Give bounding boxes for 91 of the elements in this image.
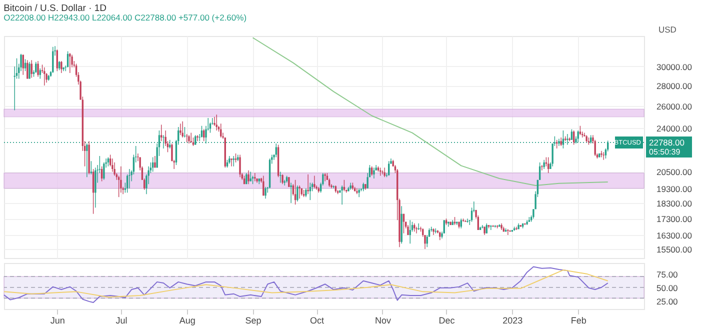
candlestick <box>86 143 88 178</box>
candlestick <box>486 223 488 234</box>
candlestick <box>382 170 384 175</box>
candlestick <box>482 224 484 229</box>
y-tick-label: 19300.00 <box>656 184 692 194</box>
y-tick-label: 26000.00 <box>656 102 692 112</box>
candlestick <box>128 168 130 189</box>
candlestick <box>112 158 114 172</box>
candlestick <box>248 170 250 184</box>
candlestick <box>507 228 509 236</box>
candlestick <box>103 162 105 180</box>
candlestick <box>358 188 360 198</box>
candlestick <box>532 208 534 219</box>
y-tick-label: 30000.00 <box>656 62 692 72</box>
y-tick-label: 50.00 <box>656 282 678 293</box>
candlestick <box>572 130 575 146</box>
candlestick <box>90 160 92 175</box>
candlestick <box>343 180 346 192</box>
candlestick <box>543 159 545 170</box>
candlestick <box>44 67 46 86</box>
candlestick <box>180 123 182 136</box>
candlestick <box>264 186 266 199</box>
x-tick-label: Oct <box>310 316 325 326</box>
candlestick <box>232 156 234 167</box>
candlestick <box>114 162 116 176</box>
y-tick-label: 25.00 <box>656 296 678 306</box>
candlestick <box>290 182 292 204</box>
candlestick <box>356 188 358 194</box>
line-series <box>4 270 608 298</box>
candlestick <box>239 154 241 178</box>
candlestick <box>37 60 39 78</box>
y-tick-label: 75.00 <box>656 269 678 280</box>
y-tick-label: 18300.00 <box>656 198 692 209</box>
candlestick <box>341 185 343 205</box>
candlestick <box>314 175 316 189</box>
candlestick <box>160 124 162 142</box>
y-tick-label: 20500.00 <box>656 167 692 178</box>
candlestick <box>52 46 54 74</box>
candlestick <box>28 62 30 80</box>
y-tick-label: 24000.00 <box>656 124 692 134</box>
candlestick <box>214 116 216 126</box>
candlestick <box>579 126 582 136</box>
candlestick <box>388 160 390 176</box>
candlestick <box>30 60 32 78</box>
candlestick <box>107 156 110 167</box>
candlestick <box>547 156 550 174</box>
candlestick <box>162 134 164 149</box>
chart-subtitle: O22208.00 H22943.00 L22064.00 C22788.00 +577.00 (+2.60%) <box>4 12 247 22</box>
candlestick <box>373 167 375 179</box>
x-tick-label: Nov <box>374 316 392 326</box>
candlestick <box>39 68 41 80</box>
candlestick <box>298 185 300 199</box>
x-tick-label: Aug <box>179 316 196 326</box>
ref-line-label: 22788.00 <box>649 137 685 148</box>
candlestick <box>184 126 186 138</box>
x-tick-label: Jun <box>50 316 65 326</box>
candlestick <box>94 167 96 208</box>
candlestick <box>384 167 386 178</box>
candlestick <box>120 166 122 194</box>
candlestick <box>350 182 352 190</box>
chart-title: Bitcoin / U.S. Dollar · 1D <box>4 3 107 14</box>
candlestick <box>262 175 264 196</box>
y-tick-label: 15500.00 <box>656 244 692 254</box>
x-tick-label: Feb <box>570 316 586 326</box>
candlestick <box>230 158 232 167</box>
candlestick <box>294 180 296 205</box>
candlestick <box>250 171 252 182</box>
candlestick <box>332 185 334 189</box>
y-tick-label: 16300.00 <box>656 230 692 241</box>
y-tick-label: 28000.00 <box>656 81 692 92</box>
y-axis-title: USD <box>658 24 676 34</box>
candlestick <box>190 132 192 143</box>
text: 05:50:39 <box>649 147 681 156</box>
candlestick <box>370 166 373 176</box>
line-series <box>4 266 608 304</box>
candlestick <box>196 134 198 142</box>
x-tick-label: Jul <box>116 316 128 326</box>
candlestick <box>288 176 290 188</box>
candlestick <box>282 174 284 184</box>
candlestick <box>216 114 218 131</box>
candlestick <box>324 172 326 182</box>
x-tick-label: Dec <box>438 316 456 326</box>
candlestick <box>280 171 282 184</box>
candlestick <box>296 185 298 202</box>
x-tick-label: 2023 <box>502 316 523 326</box>
y-tick-label: 17300.00 <box>656 214 692 224</box>
x-tick-label: Sep <box>245 316 262 326</box>
candlestick <box>570 128 573 140</box>
candlestick <box>60 60 62 74</box>
candlestick <box>466 218 468 223</box>
candlestick <box>69 52 71 74</box>
